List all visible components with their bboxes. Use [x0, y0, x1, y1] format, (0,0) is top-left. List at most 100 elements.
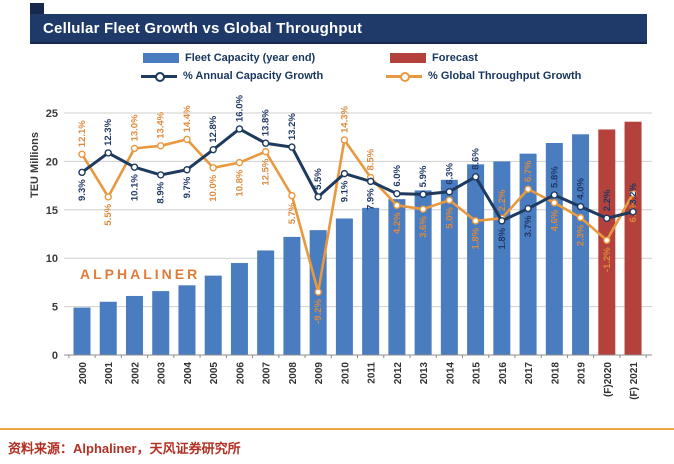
data-label: 12.8% — [208, 115, 219, 142]
data-label: -1.2% — [602, 247, 613, 272]
chart-title: Cellular Fleet Growth vs Global Throughp… — [43, 19, 363, 37]
y-tick-label: 20 — [46, 156, 58, 168]
data-point — [261, 139, 270, 147]
data-point — [157, 142, 165, 150]
data-label: 5.7% — [287, 202, 298, 224]
data-label: 14.4% — [182, 105, 193, 132]
chart-title-bar: Cellular Fleet Growth vs Global Throughp… — [30, 14, 647, 44]
data-point — [183, 135, 191, 144]
forecast-swatch-icon — [390, 53, 426, 63]
x-tick-label: 2003 — [157, 362, 168, 385]
legend-item-fleet-capacity: Fleet Capacity (year end) — [143, 52, 315, 64]
legend-forecast-label: Forecast — [432, 52, 478, 64]
data-label: 2.2% — [497, 189, 508, 211]
data-label: 12.5% — [261, 158, 272, 185]
data-label: 3.2% — [628, 183, 639, 205]
source-text: 资料来源：Alphaliner，天风证券研究所 — [8, 441, 241, 456]
data-point — [629, 208, 637, 216]
y-tick-label: 25 — [46, 108, 58, 120]
x-tick-label: 2008 — [288, 362, 299, 385]
x-tick-label: 2006 — [235, 362, 246, 385]
bar-2004 — [178, 285, 196, 355]
data-point — [78, 150, 86, 158]
data-label: 3.6% — [418, 216, 429, 238]
data-point — [104, 193, 112, 201]
x-tick-label: (F) 2021 — [629, 362, 640, 400]
data-label: 14.3% — [339, 105, 350, 132]
x-tick-label: 2010 — [340, 362, 351, 385]
data-label: 12.3% — [103, 118, 114, 145]
x-tick-label: 2009 — [314, 362, 325, 385]
data-point — [603, 236, 611, 244]
data-label: 13.2% — [287, 113, 298, 140]
data-point — [314, 193, 322, 201]
data-label: 10.8% — [234, 169, 245, 196]
legend-item-capacity-growth: % Annual Capacity Growth — [141, 70, 323, 82]
data-label: 13.8% — [261, 109, 272, 136]
fleet-capacity-swatch-icon — [143, 53, 179, 63]
data-label: 7.9% — [366, 188, 377, 210]
-annual-capacity-growthline — [81, 127, 634, 223]
data-point — [78, 168, 86, 177]
data-point — [261, 147, 270, 156]
x-tick-label: 2016 — [498, 362, 509, 385]
data-point — [576, 213, 585, 222]
data-label: 10.0% — [208, 174, 219, 201]
data-label: 13.0% — [129, 114, 140, 141]
data-label: 1.8% — [471, 227, 482, 249]
alphaliner-watermark: ALPHALINER — [80, 266, 201, 282]
data-point — [445, 196, 454, 204]
legend-capacity-growth-label: % Annual Capacity Growth — [183, 70, 324, 82]
x-tick-label: 2017 — [524, 362, 535, 385]
x-tick-label: 2014 — [445, 362, 456, 385]
data-point — [366, 177, 375, 186]
data-label: 5.5% — [313, 168, 324, 190]
data-label: 4.6% — [549, 209, 560, 231]
data-label: 8.9% — [156, 181, 167, 203]
data-label: 5.5% — [103, 203, 114, 225]
bar-2006 — [230, 263, 248, 355]
data-label: 6.0% — [392, 164, 403, 186]
x-tick-label: 2011 — [367, 362, 378, 384]
data-point — [340, 169, 349, 178]
legend-throughput-growth-label: % Global Throughput Growth — [428, 70, 582, 82]
data-label: 2.3% — [576, 224, 587, 246]
bar-2017 — [519, 153, 537, 355]
bar-2000 — [73, 307, 91, 355]
data-point — [471, 173, 480, 181]
data-point — [288, 191, 296, 200]
data-point — [209, 145, 217, 154]
data-label: 8.6% — [471, 148, 482, 170]
data-point — [393, 201, 401, 210]
legend-item-throughput-growth: % Global Throughput Growth — [386, 70, 581, 82]
x-tick-label: 2000 — [78, 362, 89, 385]
bar-2003 — [152, 291, 170, 355]
x-tick-label: 2015 — [472, 362, 483, 385]
y-tick-label: 15 — [46, 205, 58, 217]
data-label: 2.2% — [602, 189, 613, 211]
data-label: 5.8% — [549, 166, 560, 188]
y-axis-title: TEU Millions — [29, 132, 41, 198]
bar-2007 — [257, 250, 275, 355]
data-point — [209, 164, 217, 172]
data-label: 6.3% — [444, 163, 455, 185]
data-point — [340, 136, 349, 144]
bar-2011 — [362, 207, 380, 355]
data-point — [130, 163, 139, 171]
data-point — [235, 158, 244, 167]
bar-2005 — [204, 275, 222, 355]
data-point — [130, 144, 139, 153]
data-label: 9.1% — [339, 180, 350, 202]
capacity-growth-line-icon — [141, 71, 177, 82]
bar-2014 — [440, 179, 458, 355]
data-point — [524, 204, 532, 213]
bar-2002 — [125, 295, 143, 355]
x-tick-label: 2005 — [209, 362, 220, 385]
data-label: 13.4% — [156, 111, 167, 138]
data-point — [550, 199, 559, 207]
data-point — [314, 288, 322, 296]
data-label: 9.3% — [77, 179, 88, 201]
data-point — [157, 171, 165, 179]
x-tick-label: (F)2020 — [603, 362, 614, 397]
